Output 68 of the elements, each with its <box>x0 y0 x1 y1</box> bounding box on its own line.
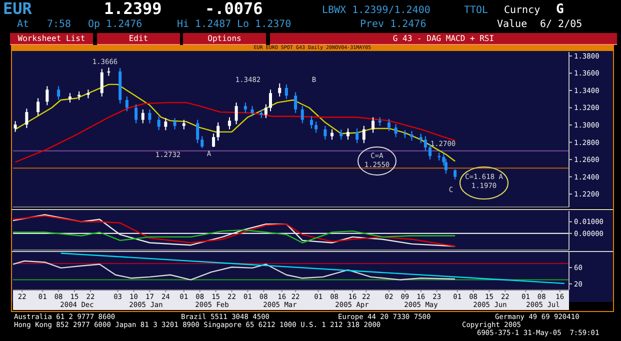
candlestick <box>25 108 28 129</box>
line-series <box>13 260 456 280</box>
candlestick <box>372 116 375 134</box>
candlestick <box>212 133 216 148</box>
candlestick <box>438 152 441 161</box>
text: Worksheet List <box>10 33 93 45</box>
candlestick <box>294 92 298 114</box>
text: LBWX 1.2399/1.2400 <box>322 5 430 16</box>
text: 6/ 2/05 <box>540 19 582 30</box>
candlestick <box>362 125 366 144</box>
candlestick <box>200 136 204 149</box>
text: 1.2399 <box>104 0 162 18</box>
candlestick <box>278 82 282 98</box>
text: G <box>556 2 564 17</box>
line-series <box>13 229 456 244</box>
candlestick <box>234 102 238 125</box>
candlestick <box>428 144 432 160</box>
text: Op 1.2476 <box>88 19 142 30</box>
candlestick <box>134 104 138 124</box>
candlestick <box>314 121 318 134</box>
text: Hi 1.2487 <box>177 19 232 30</box>
text: Value <box>497 19 528 30</box>
text: 7:58 <box>47 19 72 30</box>
candlestick <box>14 120 17 132</box>
candlestick <box>36 98 40 116</box>
candlestick <box>394 124 398 138</box>
candlestick <box>419 133 422 144</box>
candlestick <box>310 116 314 129</box>
candlestick <box>107 67 110 76</box>
text: EUR <box>3 0 32 18</box>
candlestick <box>173 118 176 130</box>
candlestick <box>46 86 49 106</box>
text: TTOL <box>464 5 488 16</box>
candlestick <box>216 122 220 142</box>
candlestick <box>300 106 304 124</box>
candlestick <box>284 84 288 100</box>
candlestick <box>68 92 72 104</box>
candlestick <box>196 119 200 144</box>
candlestick <box>410 130 414 142</box>
candlestick <box>387 118 390 132</box>
candlestick <box>228 116 231 130</box>
line-series <box>14 84 456 162</box>
candlestick <box>157 116 160 131</box>
text: -.0076 <box>205 0 263 18</box>
text: Edit <box>97 33 180 45</box>
candlestick <box>454 168 457 180</box>
candlestick <box>164 118 168 131</box>
text: At <box>17 19 30 30</box>
candlestick <box>346 128 350 140</box>
text: Options <box>183 33 266 45</box>
text: Prev 1.2476 <box>360 19 426 30</box>
text: Lo 1.2370 <box>237 19 292 30</box>
candlestick <box>182 119 186 130</box>
candlestick <box>250 106 254 117</box>
candlestick <box>141 108 144 124</box>
candlestick <box>57 86 60 100</box>
candlestick <box>148 108 152 124</box>
text: Curncy <box>504 5 540 16</box>
candlestick <box>324 125 327 140</box>
candlestick <box>100 68 104 98</box>
candlestick <box>356 128 359 144</box>
candlestick <box>125 96 128 112</box>
candlestick <box>264 104 268 119</box>
candlestick <box>244 102 247 114</box>
candlestick <box>424 136 427 152</box>
candlestick <box>268 89 272 112</box>
candlestick <box>403 130 406 138</box>
text: G 43 - DAG MACD + RSI <box>270 33 617 45</box>
